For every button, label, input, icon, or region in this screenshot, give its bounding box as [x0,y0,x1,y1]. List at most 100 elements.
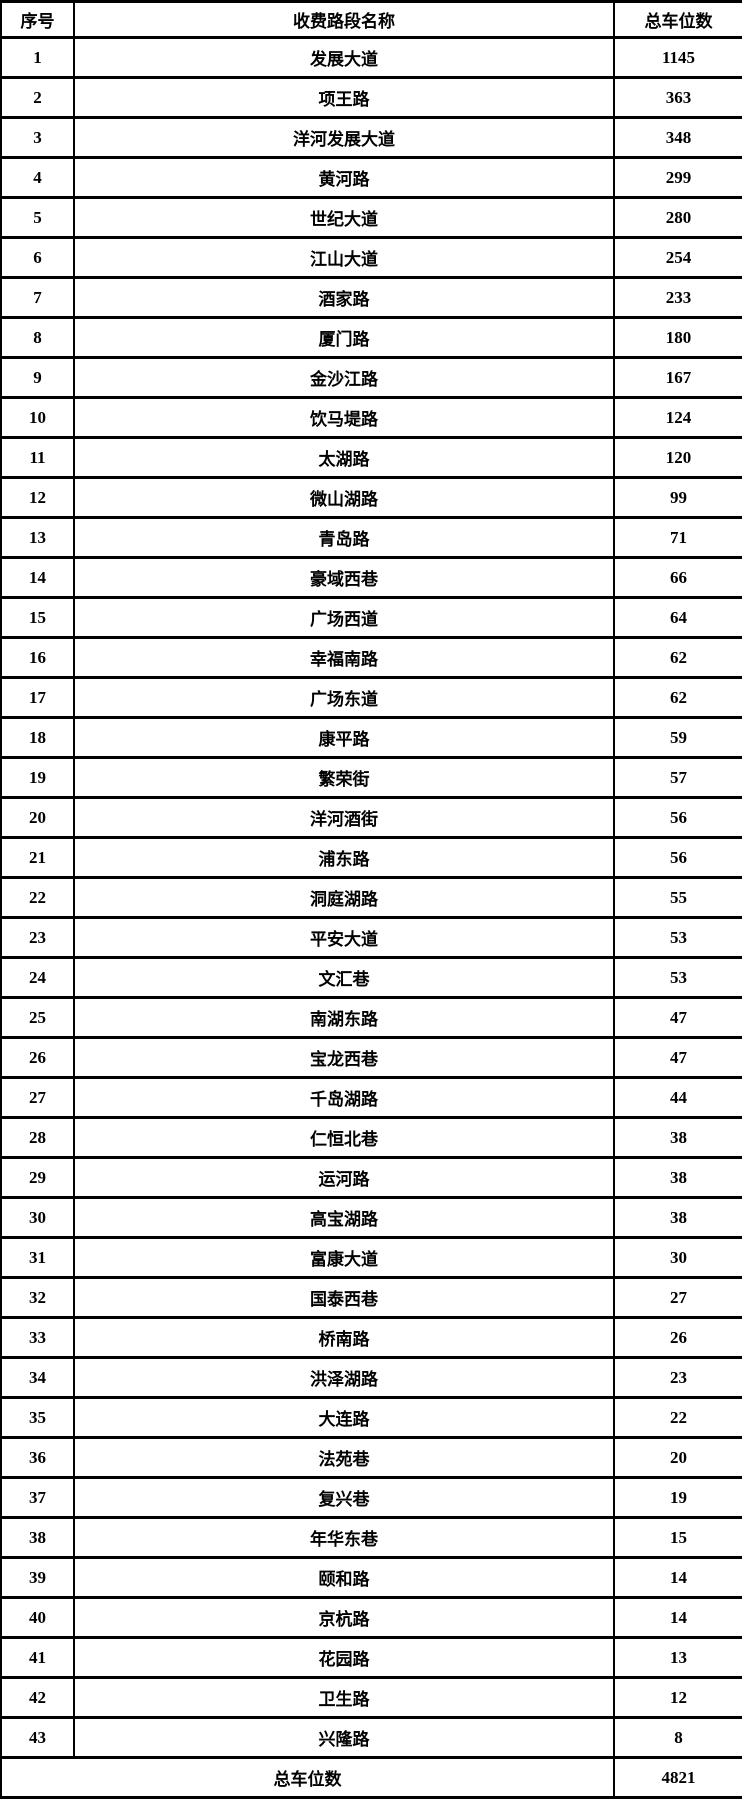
space-count-cell: 38 [613,1196,742,1239]
road-name-cell: 颐和路 [73,1556,615,1599]
road-name-cell: 法苑巷 [73,1436,615,1479]
row-number-cell: 18 [0,716,75,759]
road-name-cell: 江山大道 [73,236,615,279]
row-number-cell: 38 [0,1516,75,1559]
space-count-cell: 64 [613,596,742,639]
space-count-cell: 55 [613,876,742,919]
space-count-cell: 47 [613,996,742,1039]
road-name-cell: 洋河酒街 [73,796,615,839]
road-name-cell: 年华东巷 [73,1516,615,1559]
table-row: 13 青岛路 71 [0,516,742,559]
road-name-cell: 发展大道 [73,36,615,79]
space-count-cell: 59 [613,716,742,759]
table-row: 43 兴隆路 8 [0,1716,742,1759]
space-count-cell: 44 [613,1076,742,1119]
row-number-cell: 14 [0,556,75,599]
space-count-cell: 348 [613,116,742,159]
row-number-cell: 37 [0,1476,75,1519]
space-count-cell: 71 [613,516,742,559]
road-name-cell: 京杭路 [73,1596,615,1639]
space-count-cell: 62 [613,636,742,679]
road-name-cell: 太湖路 [73,436,615,479]
space-count-cell: 280 [613,196,742,239]
road-name-cell: 卫生路 [73,1676,615,1719]
space-count-cell: 15 [613,1516,742,1559]
row-number-cell: 8 [0,316,75,359]
road-name-cell: 微山湖路 [73,476,615,519]
table-row: 17 广场东道 62 [0,676,742,719]
table-row: 11 太湖路 120 [0,436,742,479]
total-label: 总车位数 [0,1756,615,1799]
table-body: 1 发展大道 1145 2 项王路 363 3 洋河发展大道 348 4 黄河路 299 5 世纪大道 28… [0,36,742,1759]
row-number-cell: 19 [0,756,75,799]
table-row: 37 复兴巷 19 [0,1476,742,1519]
space-count-cell: 62 [613,676,742,719]
table-row: 16 幸福南路 62 [0,636,742,679]
space-count-cell: 124 [613,396,742,439]
space-count-cell: 120 [613,436,742,479]
total-row: 总车位数 4821 [0,1756,742,1799]
row-number-cell: 43 [0,1716,75,1759]
table-row: 20 洋河酒街 56 [0,796,742,839]
row-number-cell: 4 [0,156,75,199]
table-footer: 总车位数 4821 [0,1756,742,1799]
space-count-cell: 233 [613,276,742,319]
row-number-cell: 15 [0,596,75,639]
header-cell-road-name: 收费路段名称 [73,0,615,39]
road-name-cell: 酒家路 [73,276,615,319]
table-row: 12 微山湖路 99 [0,476,742,519]
road-name-cell: 南湖东路 [73,996,615,1039]
space-count-cell: 12 [613,1676,742,1719]
row-number-cell: 41 [0,1636,75,1679]
space-count-cell: 53 [613,916,742,959]
road-name-cell: 黄河路 [73,156,615,199]
space-count-cell: 47 [613,1036,742,1079]
row-number-cell: 9 [0,356,75,399]
row-number-cell: 21 [0,836,75,879]
table-row: 25 南湖东路 47 [0,996,742,1039]
space-count-cell: 56 [613,796,742,839]
row-number-cell: 27 [0,1076,75,1119]
road-name-cell: 饮马堤路 [73,396,615,439]
row-number-cell: 26 [0,1036,75,1079]
space-count-cell: 1145 [613,36,742,79]
row-number-cell: 6 [0,236,75,279]
row-number-cell: 10 [0,396,75,439]
road-name-cell: 厦门路 [73,316,615,359]
row-number-cell: 24 [0,956,75,999]
table-row: 4 黄河路 299 [0,156,742,199]
space-count-cell: 38 [613,1156,742,1199]
table-row: 27 千岛湖路 44 [0,1076,742,1119]
road-name-cell: 豪域西巷 [73,556,615,599]
table-row: 24 文汇巷 53 [0,956,742,999]
road-name-cell: 花园路 [73,1636,615,1679]
space-count-cell: 27 [613,1276,742,1319]
road-name-cell: 运河路 [73,1156,615,1199]
row-number-cell: 1 [0,36,75,79]
table-row: 8 厦门路 180 [0,316,742,359]
road-name-cell: 幸福南路 [73,636,615,679]
row-number-cell: 35 [0,1396,75,1439]
row-number-cell: 13 [0,516,75,559]
row-number-cell: 3 [0,116,75,159]
row-number-cell: 17 [0,676,75,719]
table-row: 5 世纪大道 280 [0,196,742,239]
space-count-cell: 363 [613,76,742,119]
road-name-cell: 浦东路 [73,836,615,879]
space-count-cell: 99 [613,476,742,519]
road-name-cell: 仁恒北巷 [73,1116,615,1159]
table-row: 32 国泰西巷 27 [0,1276,742,1319]
table-row: 23 平安大道 53 [0,916,742,959]
space-count-cell: 38 [613,1116,742,1159]
table-row: 34 洪泽湖路 23 [0,1356,742,1399]
row-number-cell: 33 [0,1316,75,1359]
row-number-cell: 5 [0,196,75,239]
road-name-cell: 兴隆路 [73,1716,615,1759]
road-name-cell: 洞庭湖路 [73,876,615,919]
space-count-cell: 19 [613,1476,742,1519]
row-number-cell: 40 [0,1596,75,1639]
row-number-cell: 16 [0,636,75,679]
row-number-cell: 34 [0,1356,75,1399]
row-number-cell: 7 [0,276,75,319]
